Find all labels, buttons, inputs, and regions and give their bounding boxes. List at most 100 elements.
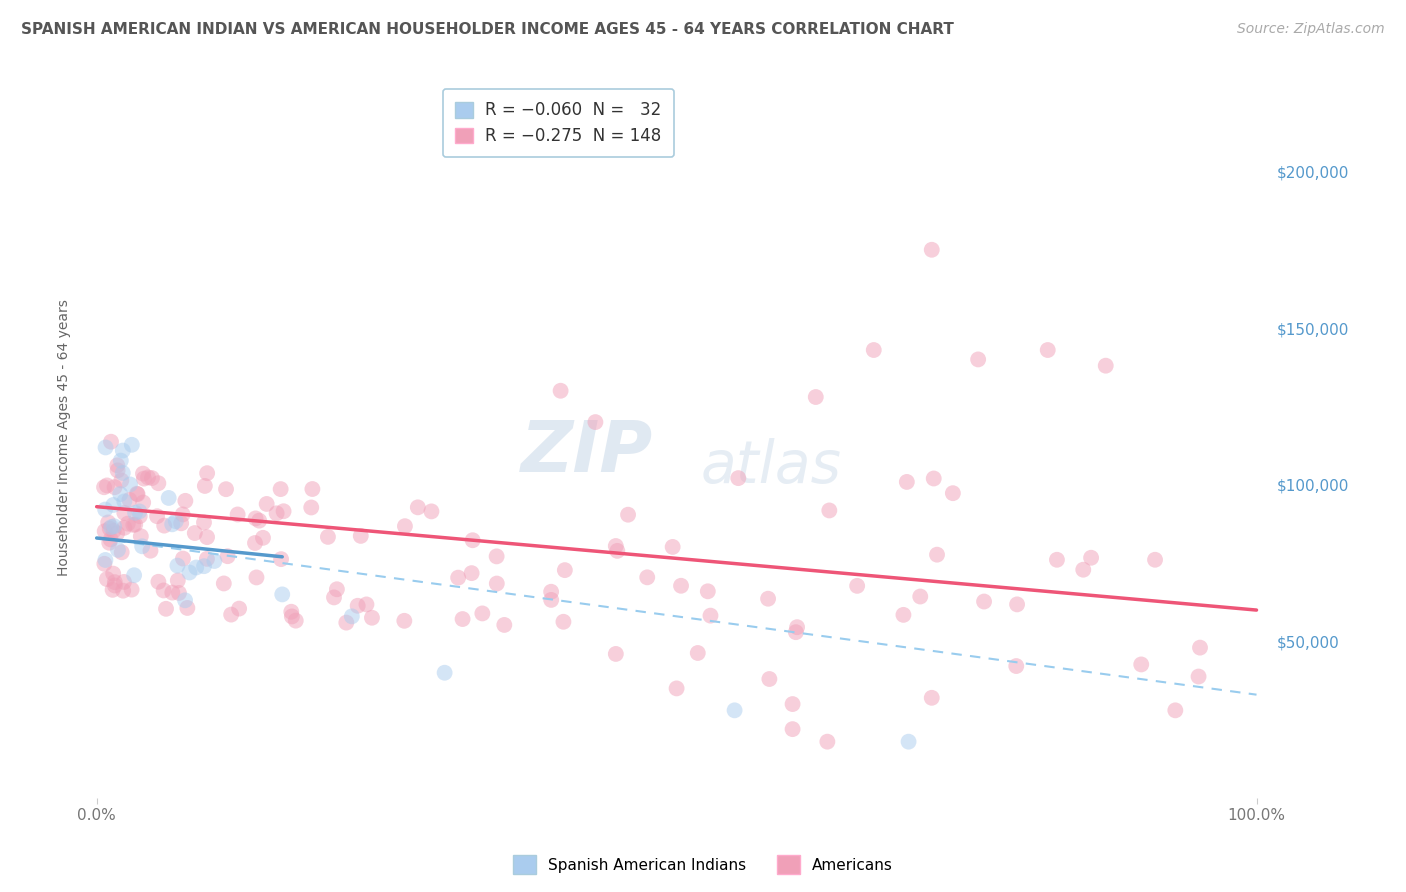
Point — [273, 504, 295, 518]
Point — [96, 572, 118, 586]
Point — [121, 438, 143, 452]
Point — [93, 480, 115, 494]
Point — [121, 582, 143, 597]
Point — [460, 566, 482, 581]
Point — [252, 531, 274, 545]
Point — [194, 479, 217, 493]
Point — [128, 504, 150, 518]
Point — [195, 530, 218, 544]
Point — [461, 533, 484, 548]
Point — [910, 590, 932, 604]
Point — [247, 514, 270, 528]
Point — [245, 511, 267, 525]
Legend: R = −0.060  N =   32, R = −0.275  N = 148: R = −0.060 N = 32, R = −0.275 N = 148 — [443, 88, 673, 157]
Point — [323, 591, 346, 605]
Point — [104, 575, 127, 590]
Point — [301, 482, 323, 496]
Point — [896, 475, 918, 489]
Point — [665, 681, 688, 696]
Point — [155, 602, 177, 616]
Point — [451, 612, 474, 626]
Point — [447, 571, 470, 585]
Point — [104, 480, 127, 494]
Point — [433, 665, 456, 680]
Point — [132, 467, 155, 481]
Point — [922, 471, 945, 485]
Point — [699, 608, 721, 623]
Point — [394, 614, 416, 628]
Point — [270, 482, 292, 496]
Point — [139, 543, 162, 558]
Point — [605, 647, 627, 661]
Point — [921, 243, 943, 257]
Point — [217, 549, 239, 564]
Point — [124, 506, 146, 520]
Point — [110, 474, 132, 488]
Point — [122, 517, 145, 532]
Point — [550, 384, 572, 398]
Point — [112, 506, 135, 520]
Point — [394, 519, 416, 533]
Point — [661, 540, 683, 554]
Point — [696, 584, 718, 599]
Point — [111, 443, 134, 458]
Point — [111, 466, 134, 480]
Point — [782, 697, 804, 711]
Point — [103, 524, 125, 538]
Point — [1080, 550, 1102, 565]
Point — [103, 566, 125, 581]
Point — [1036, 343, 1059, 357]
Point — [1144, 553, 1167, 567]
Text: atlas: atlas — [700, 438, 841, 495]
Point — [727, 471, 749, 485]
Point — [101, 582, 124, 597]
Point — [316, 530, 339, 544]
Point — [127, 487, 149, 501]
Point — [420, 504, 443, 518]
Point — [540, 584, 562, 599]
Point — [1071, 563, 1094, 577]
Point — [1046, 553, 1069, 567]
Point — [157, 491, 180, 505]
Point — [195, 466, 218, 480]
Point — [485, 576, 508, 591]
Point — [540, 593, 562, 607]
Point — [245, 570, 267, 584]
Point — [756, 591, 779, 606]
Point — [554, 563, 576, 577]
Point — [193, 559, 215, 574]
Point — [93, 557, 115, 571]
Point — [98, 535, 121, 549]
Text: ZIP: ZIP — [520, 417, 652, 487]
Point — [471, 607, 494, 621]
Point — [98, 522, 121, 536]
Point — [152, 583, 174, 598]
Point — [669, 579, 692, 593]
Text: Source: ZipAtlas.com: Source: ZipAtlas.com — [1237, 22, 1385, 37]
Point — [112, 583, 135, 598]
Point — [193, 516, 215, 530]
Point — [271, 587, 294, 601]
Point — [110, 487, 132, 501]
Point — [107, 463, 129, 477]
Point — [166, 574, 188, 588]
Point — [94, 502, 117, 516]
Point — [93, 524, 115, 539]
Point — [128, 509, 150, 524]
Point — [124, 517, 146, 532]
Point — [925, 548, 948, 562]
Point — [1164, 703, 1187, 717]
Point — [100, 533, 122, 547]
Legend: Spanish American Indians, Americans: Spanish American Indians, Americans — [508, 849, 898, 880]
Point — [786, 620, 808, 634]
Point — [280, 605, 302, 619]
Point — [146, 509, 169, 524]
Point — [153, 518, 176, 533]
Point — [202, 554, 225, 568]
Text: SPANISH AMERICAN INDIAN VS AMERICAN HOUSEHOLDER INCOME AGES 45 - 64 YEARS CORREL: SPANISH AMERICAN INDIAN VS AMERICAN HOUS… — [21, 22, 953, 37]
Point — [111, 545, 134, 559]
Point — [96, 478, 118, 492]
Point — [606, 544, 628, 558]
Y-axis label: Householder Income Ages 45 - 64 years: Householder Income Ages 45 - 64 years — [58, 300, 72, 576]
Point — [172, 551, 194, 566]
